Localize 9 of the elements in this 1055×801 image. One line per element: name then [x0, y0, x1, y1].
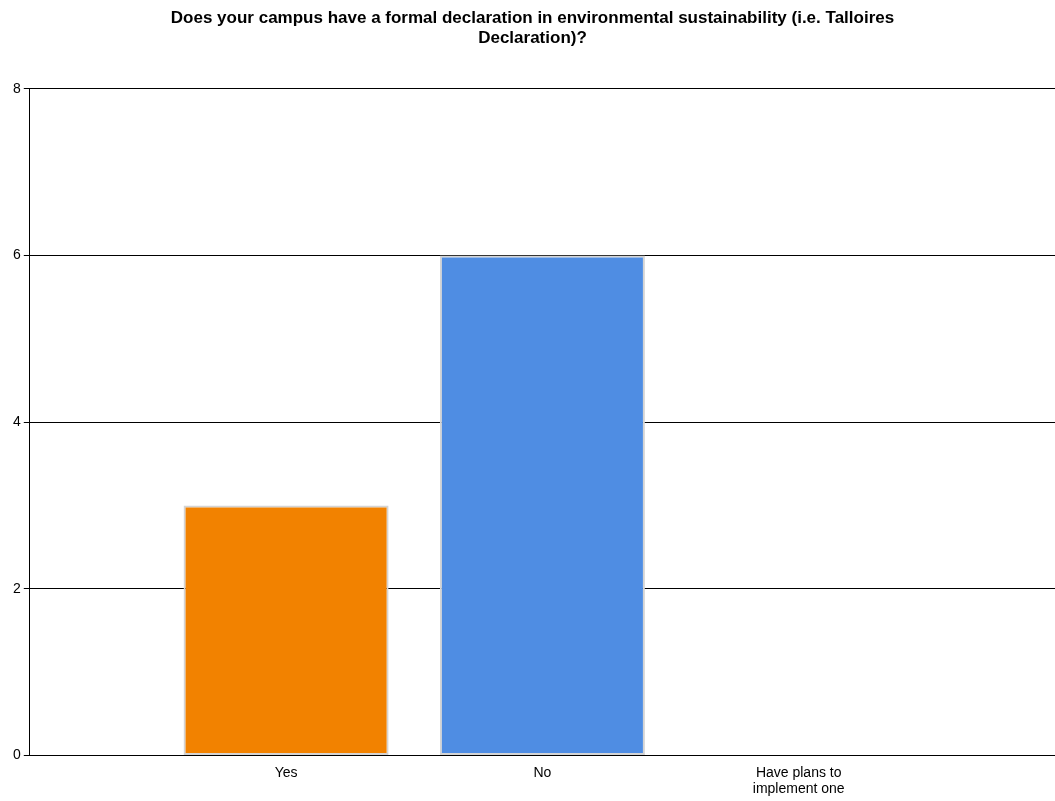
y-tick-label: 4	[12, 412, 21, 429]
y-tick-label: 0	[12, 746, 21, 763]
chart-title: Does your campus have a formal declaration in environmental sustainability (i.e. Talloires Declaration)?	[170, 7, 895, 48]
x-tick-label: Yes	[274, 763, 298, 780]
x-tick-label: Have plans to implement one	[752, 763, 845, 797]
x-tick-label: No	[533, 763, 552, 780]
y-tick-label: 2	[12, 579, 21, 596]
y-tick-label: 6	[12, 246, 21, 263]
y-tick-label: 8	[12, 79, 21, 96]
